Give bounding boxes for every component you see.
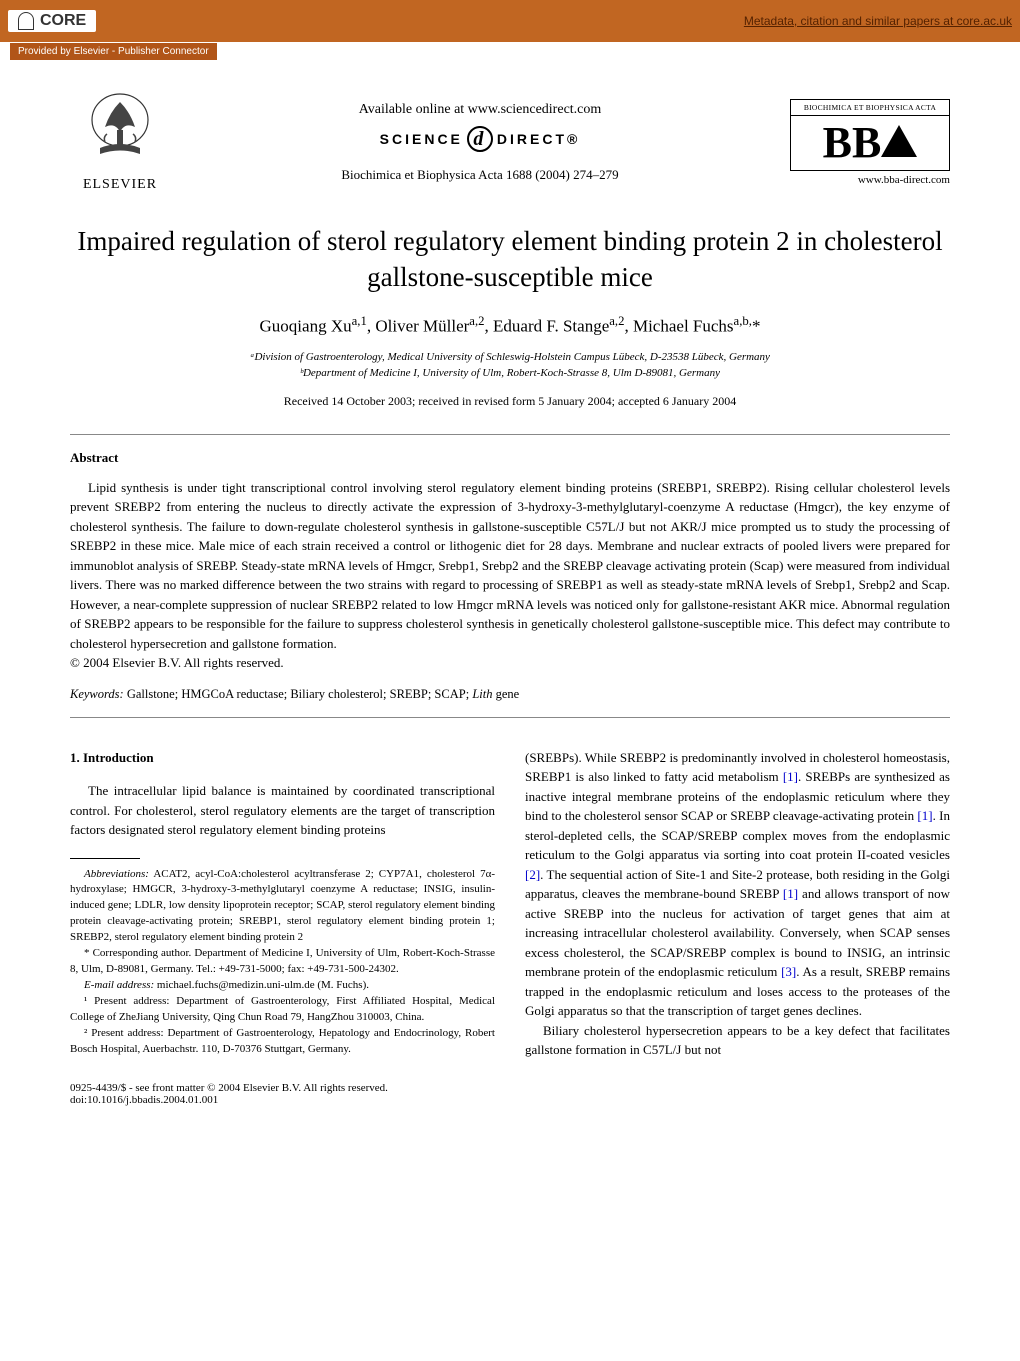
affiliation-a: ᵃDivision of Gastroenterology, Medical U… [70, 349, 950, 366]
bba-letters: BB [823, 118, 882, 167]
journal-header: ELSEVIER Available online at www.science… [70, 92, 950, 193]
bba-url: www.bba-direct.com [790, 174, 950, 186]
article-dates: Received 14 October 2003; received in re… [70, 394, 950, 409]
footer: 0925-4439/$ - see front matter © 2004 El… [70, 1082, 950, 1106]
provider-label: Provided by Elsevier - Publisher Connect… [10, 43, 217, 60]
core-logo: CORE [8, 10, 96, 32]
introduction-heading: 1. Introduction [70, 748, 495, 768]
ref-link-2[interactable]: [2] [525, 867, 540, 882]
sd-circle-icon: d [467, 126, 493, 152]
affiliation-b: ᵇDepartment of Medicine I, University of… [70, 365, 950, 382]
left-column: 1. Introduction The intracellular lipid … [70, 748, 495, 1060]
available-online: Available online at www.sciencedirect.co… [170, 102, 790, 118]
right-paragraph-2: Biliary cholesterol hypersecretion appea… [525, 1021, 950, 1060]
ref-link-3[interactable]: [3] [781, 964, 796, 979]
right-column: (SREBPs). While SREBP2 is predominantly … [525, 748, 950, 1060]
bba-triangle-icon [881, 125, 917, 157]
body-columns: 1. Introduction The intracellular lipid … [70, 748, 950, 1060]
keywords: Keywords: Gallstone; HMGCoA reductase; B… [70, 687, 950, 702]
elsevier-logo: ELSEVIER [70, 92, 170, 193]
ref-link-1c[interactable]: [1] [783, 886, 798, 901]
bba-box: BB [790, 115, 950, 171]
page-content: ELSEVIER Available online at www.science… [0, 42, 1020, 1136]
abstract-body: Lipid synthesis is under tight transcrip… [70, 478, 950, 673]
divider [70, 717, 950, 718]
abbrev-label: Abbreviations: [84, 868, 149, 880]
ref-link-1b[interactable]: [1] [917, 808, 932, 823]
science-text: SCIENCE [380, 131, 463, 147]
metadata-link[interactable]: Metadata, citation and similar papers at… [744, 14, 1012, 28]
core-icon [18, 12, 34, 30]
copyright-text: © 2004 Elsevier B.V. All rights reserved… [70, 655, 284, 670]
footnote-separator [70, 858, 140, 859]
corresponding-author: * Corresponding author. Department of Me… [70, 946, 495, 978]
keywords-list: Gallstone; HMGCoA reductase; Biliary cho… [124, 687, 520, 701]
abstract-text: Lipid synthesis is under tight transcrip… [70, 478, 950, 654]
sciencedirect-logo: SCIENCE d DIRECT® [170, 126, 790, 152]
footer-copyright: 0925-4439/$ - see front matter © 2004 El… [70, 1082, 950, 1094]
right-paragraph-1: (SREBPs). While SREBP2 is predominantly … [525, 748, 950, 1021]
ref-link-1[interactable]: [1] [783, 769, 798, 784]
journal-reference: Biochimica et Biophysica Acta 1688 (2004… [170, 167, 790, 183]
intro-paragraph: The intracellular lipid balance is maint… [70, 781, 495, 840]
divider [70, 434, 950, 435]
footer-doi: doi:10.1016/j.bbadis.2004.01.001 [70, 1094, 950, 1106]
authors: Guoqiang Xua,1, Oliver Müllera,2, Eduard… [70, 314, 950, 337]
email-text: michael.fuchs@medizin.uni-ulm.de (M. Fuc… [154, 979, 369, 991]
elsevier-tree-icon [85, 92, 155, 167]
core-banner: CORE Metadata, citation and similar pape… [0, 0, 1020, 42]
bba-full-name: BIOCHIMICA ET BIOPHYSICA ACTA [790, 99, 950, 115]
direct-text: DIRECT® [497, 131, 580, 147]
core-label: CORE [40, 12, 86, 30]
center-header: Available online at www.sciencedirect.co… [170, 102, 790, 183]
affiliations: ᵃDivision of Gastroenterology, Medical U… [70, 349, 950, 382]
present-address-2: ² Present address: Department of Gastroe… [70, 1026, 495, 1058]
bba-logo: BIOCHIMICA ET BIOPHYSICA ACTA BB www.bba… [790, 99, 950, 186]
email-label: E-mail address: [84, 979, 154, 991]
abbreviations-footnote: Abbreviations: ACAT2, acyl-CoA:cholester… [70, 867, 495, 947]
elsevier-text: ELSEVIER [70, 177, 170, 193]
email-footnote: E-mail address: michael.fuchs@medizin.un… [70, 978, 495, 994]
abstract-heading: Abstract [70, 450, 950, 466]
article-title: Impaired regulation of sterol regulatory… [70, 223, 950, 296]
footnotes: Abbreviations: ACAT2, acyl-CoA:cholester… [70, 867, 495, 1058]
present-address-1: ¹ Present address: Department of Gastroe… [70, 994, 495, 1026]
keywords-label: Keywords: [70, 687, 124, 701]
